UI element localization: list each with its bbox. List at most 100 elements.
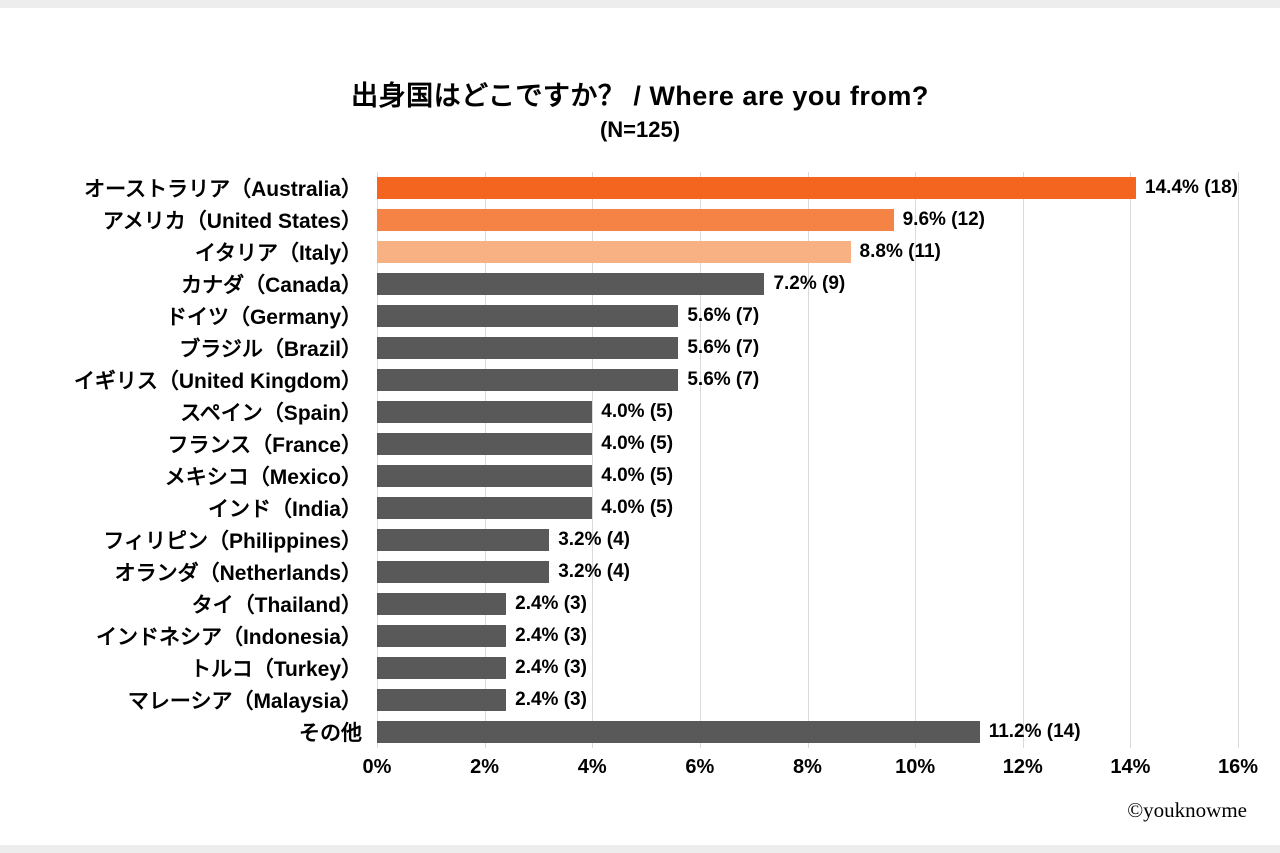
category-label: タイ（Thailand）	[191, 593, 362, 617]
bar	[377, 176, 1137, 199]
bar	[377, 368, 679, 391]
bar	[377, 528, 550, 551]
x-tick-label: 2%	[470, 755, 500, 778]
chart-row: メキシコ（Mexico） 4.0% (5)	[17, 460, 1260, 492]
chart-row: スペイン（Spain） 4.0% (5)	[17, 396, 1260, 428]
x-tick-label: 14%	[1110, 755, 1151, 778]
bar-value-label: 5.6% (7)	[687, 336, 760, 358]
x-tick-label: 0%	[362, 755, 392, 778]
bar	[377, 432, 593, 455]
bar-track: 2.4% (3)	[377, 688, 1238, 711]
gridline	[377, 171, 378, 748]
chart-row: ドイツ（Germany） 5.6% (7)	[17, 300, 1260, 332]
bar-value-label: 4.0% (5)	[601, 432, 674, 454]
chart-row: カナダ（Canada） 7.2% (9)	[17, 268, 1260, 300]
category-label: イギリス（United Kingdom）	[73, 369, 362, 393]
category-label: イタリア（Italy）	[194, 241, 362, 265]
category-label: インド（India）	[207, 497, 362, 521]
title-block: 出身国はどこですか？ / Where are you from? (N=125)	[0, 0, 1280, 144]
bar-value-label: 5.6% (7)	[687, 368, 760, 390]
chart-row: トルコ（Turkey） 2.4% (3)	[17, 652, 1260, 684]
chart-row: イギリス（United Kingdom） 5.6% (7)	[17, 364, 1260, 396]
bar-value-label: 3.2% (4)	[558, 528, 630, 550]
bar-value-label: 4.0% (5)	[601, 400, 674, 422]
gridline	[1130, 171, 1132, 748]
bar-value-label: 2.4% (3)	[515, 656, 587, 678]
bar	[377, 560, 550, 583]
bar-track: 5.6% (7)	[377, 336, 1238, 359]
watermark-credit: ©youknowme	[1127, 798, 1247, 822]
bar	[377, 240, 851, 263]
x-tick-label: 8%	[793, 755, 822, 778]
gridline	[484, 171, 486, 748]
bar-track: 2.4% (3)	[377, 624, 1238, 647]
bar-value-label: 5.6% (7)	[687, 304, 760, 326]
bar-track: 8.8% (11)	[377, 240, 1238, 263]
gridline	[1022, 171, 1024, 748]
bar-value-label: 2.4% (3)	[515, 688, 587, 710]
bar-track: 9.6% (12)	[377, 208, 1238, 231]
grid-layer	[377, 171, 1239, 748]
bar-value-label: 2.4% (3)	[515, 592, 587, 614]
bar	[377, 464, 593, 487]
bar-track: 2.4% (3)	[377, 592, 1238, 615]
x-tick-label: 16%	[1217, 755, 1259, 778]
x-tick-label: 12%	[1002, 755, 1043, 778]
bar-value-label: 14.4% (18)	[1145, 176, 1238, 198]
chart-row: ブラジル（Brazil） 5.6% (7)	[17, 332, 1260, 364]
bar	[377, 400, 593, 423]
category-label: メキシコ（Mexico）	[164, 465, 362, 489]
chart-row: オランダ（Netherlands） 3.2% (4)	[17, 556, 1260, 588]
gridline	[1238, 171, 1239, 748]
bar	[377, 496, 593, 519]
bar-value-label: 9.6% (12)	[902, 208, 985, 230]
chart-row: オーストラリア（Australia） 14.4% (18)	[17, 172, 1260, 204]
bar-track: 4.0% (5)	[377, 400, 1238, 423]
category-label: オーストラリア（Australia）	[84, 177, 362, 201]
bar-track: 2.4% (3)	[377, 656, 1238, 679]
chart-row: イタリア（Italy） 8.8% (11)	[17, 236, 1260, 268]
category-label: ブラジル（Brazil）	[179, 337, 362, 361]
category-label: フランス（France）	[167, 433, 362, 457]
category-label: アメリカ（United States）	[102, 209, 362, 233]
bar-track: 3.2% (4)	[377, 560, 1238, 583]
chart-row: インド（India） 4.0% (5)	[17, 492, 1260, 524]
bar-value-label: 3.2% (4)	[558, 560, 630, 582]
bar	[377, 208, 894, 231]
bar	[377, 592, 507, 615]
bar-track: 3.2% (4)	[377, 528, 1238, 551]
bar	[377, 688, 507, 711]
top-edge-strip	[0, 0, 1280, 8]
category-label: その他	[299, 721, 362, 745]
x-tick-label: 4%	[577, 755, 607, 778]
bar-track: 5.6% (7)	[377, 304, 1238, 327]
x-axis: 0% 2% 4% 6% 8% 10% 12% 14% 16%	[363, 755, 1258, 788]
chart-row: マレーシア（Malaysia） 2.4% (3)	[17, 684, 1260, 716]
chart-title: 出身国はどこですか？ / Where are you from?	[351, 81, 929, 111]
chart-row: インドネシア（Indonesia） 2.4% (3)	[17, 620, 1260, 652]
gridline	[699, 171, 701, 748]
bottom-edge-strip	[0, 845, 1280, 853]
gridline	[592, 171, 594, 748]
category-label: カナダ（Canada）	[181, 273, 362, 297]
category-label: ドイツ（Germany）	[165, 305, 362, 329]
bar-value-label: 7.2% (9)	[773, 272, 846, 294]
bar-track: 14.4% (18)	[377, 176, 1238, 199]
category-label: フィリピン（Philippines）	[103, 529, 362, 553]
bar-track: 4.0% (5)	[377, 496, 1238, 519]
bar-value-label: 4.0% (5)	[601, 464, 674, 486]
bar-value-label: 2.4% (3)	[515, 624, 587, 646]
bar	[377, 304, 679, 327]
bar-track: 4.0% (5)	[377, 432, 1238, 455]
chart-row: その他 11.2% (14)	[17, 716, 1260, 748]
category-label: スペイン（Spain）	[180, 401, 362, 425]
bar	[377, 336, 679, 359]
x-tick-label: 10%	[895, 755, 936, 778]
chart-row: フランス（France） 4.0% (5)	[17, 428, 1260, 460]
bar-chart: オーストラリア（Australia） 14.4% (18) アメリカ（United …	[17, 171, 1260, 788]
chart-subtitle: (N=125)	[599, 117, 681, 143]
bar-rows: オーストラリア（Australia） 14.4% (18) アメリカ（United …	[17, 172, 1260, 748]
bar-track: 11.2% (14)	[377, 720, 1238, 743]
chart-row: タイ（Thailand） 2.4% (3)	[17, 588, 1260, 620]
category-label: マレーシア（Malaysia）	[127, 689, 362, 713]
